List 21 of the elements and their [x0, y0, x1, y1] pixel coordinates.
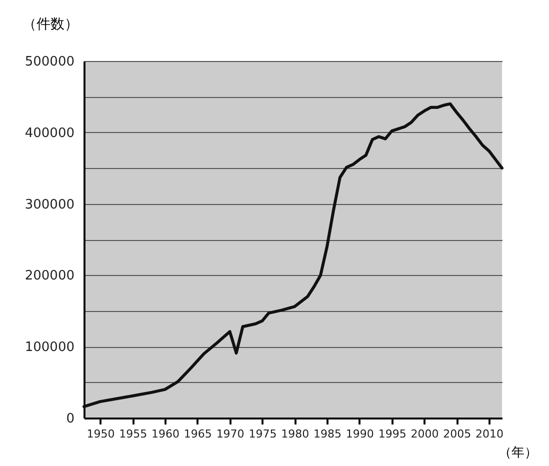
- x-tick-label: 1970: [216, 428, 244, 440]
- x-tick-label: 1965: [184, 428, 212, 440]
- x-tick-label: 1950: [86, 428, 115, 440]
- y-tick-label: 0: [66, 412, 74, 426]
- y-tick-label: 300000: [24, 197, 74, 212]
- x-tick-label: 1995: [378, 428, 406, 440]
- y-tick-label: 500000: [24, 54, 74, 70]
- y-axis-title: （件数）: [22, 16, 78, 32]
- x-tick-label: 1955: [119, 428, 148, 440]
- y-tick-label: 400000: [24, 126, 74, 141]
- x-tick-label: 2005: [443, 428, 472, 440]
- x-tick-label: 1985: [314, 428, 342, 440]
- y-tick-label: 200000: [24, 268, 74, 284]
- x-tick-label: 1975: [248, 428, 277, 440]
- x-tick-label: 2000: [410, 428, 439, 440]
- x-axis-title: （年）: [498, 446, 538, 460]
- x-tick-label: 2010: [476, 428, 504, 440]
- x-tick-label: 1990: [346, 428, 374, 440]
- y-tick-label: 100000: [24, 340, 74, 356]
- x-tick-label: 1980: [281, 428, 310, 440]
- x-tick-label: 1960: [152, 428, 180, 440]
